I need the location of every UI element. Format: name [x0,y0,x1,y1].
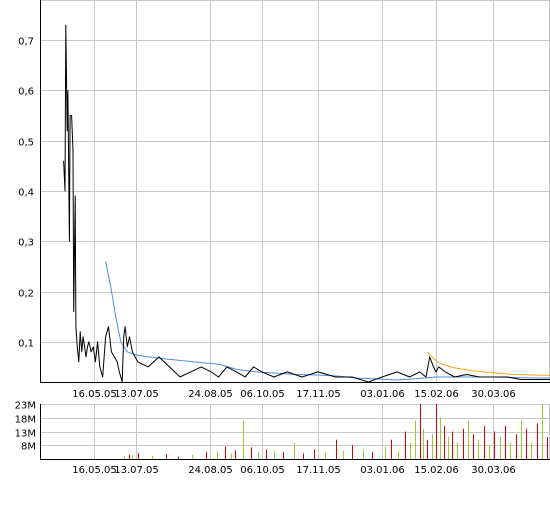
volume-x-tick-label: 17.11.05 [296,465,341,476]
price-x-tick-label: 24.08.05 [188,389,233,400]
volume-x-tick-label: 03.01.06 [360,465,405,476]
volume-y-tick-labels: 8M 13M 18M 23M [15,401,36,453]
price-x-tick-label: 16.05.05 [72,389,117,400]
price-x-tick-label: 30.03.06 [471,389,516,400]
price-y-tick-label: 0,5 [18,138,34,149]
price-series-group [63,24,550,383]
price-y-tick-label: 0,4 [18,188,34,199]
price-x-tick-label: 15.02.06 [414,389,459,400]
price-x-tick-label: 03.01.06 [360,389,405,400]
volume-x-tick-label: 24.08.05 [188,465,233,476]
ma_long-line [105,261,550,381]
price-x-tick-label: 13.07.05 [114,389,159,400]
volume-bars-group [124,404,548,459]
volume-y-tick-label: 23M [15,401,36,412]
volume-y-tick-label: 18M [15,415,36,426]
volume-grid-y [40,404,549,446]
price-y-tick-label: 0,6 [18,87,34,98]
volume-x-tick-label: 30.03.06 [471,465,516,476]
volume-x-tick-label: 13.07.05 [114,465,159,476]
price-y-tick-label: 0,1 [18,339,34,350]
volume-y-tick-label: 8M [21,442,36,453]
price-grid-y [40,40,549,343]
price-line [63,24,550,383]
price-x-tick-label: 06.10.05 [240,389,285,400]
ma_short-line [426,351,550,376]
price-y-tick-labels: 0,1 0,2 0,3 0,4 0,5 0,6 0,7 [18,37,34,350]
volume-x-tick-label: 16.05.05 [72,465,117,476]
price-y-tick-label: 0,3 [18,238,34,249]
price-y-tick-label: 0,7 [18,37,34,48]
price-y-tick-label: 0,2 [18,289,34,300]
volume-x-tick-label: 15.02.06 [414,465,459,476]
volume-x-tick-label: 06.10.05 [240,465,285,476]
volume-y-tick-label: 13M [15,429,36,440]
price-x-tick-label: 17.11.05 [296,389,341,400]
